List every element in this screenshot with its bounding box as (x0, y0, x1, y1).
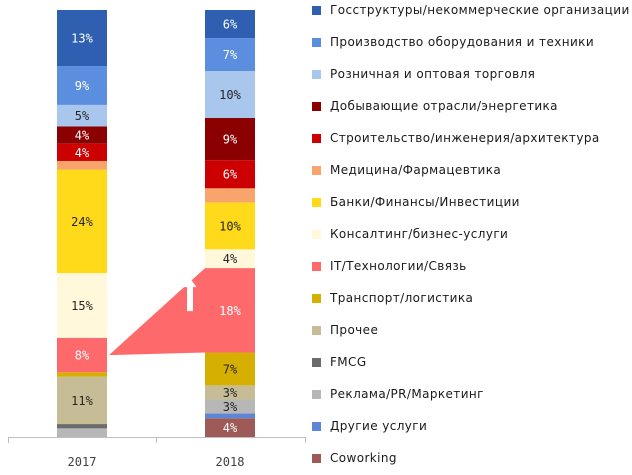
bar-segment-2017-7 (57, 337, 107, 373)
data-label: 6% (223, 18, 238, 32)
legend-item: Банки/Финансы/Инвестиции (312, 192, 520, 212)
legend-item: Прочее (312, 320, 378, 340)
legend-swatch (312, 69, 321, 79)
data-label: 11% (71, 394, 93, 408)
data-label: 9% (223, 133, 238, 147)
legend-item: Медицина/Фармацевтика (312, 160, 501, 180)
legend-item: Производство оборудования и техники (312, 32, 594, 52)
legend-swatch (312, 37, 321, 47)
bar-segment-2018-15 (205, 10, 255, 39)
legend-swatch (312, 453, 321, 463)
data-label: 10% (219, 219, 241, 233)
legend-label: Другие услуги (330, 419, 428, 433)
data-label: 4% (75, 129, 90, 143)
bar-segment-2017-3 (57, 428, 107, 437)
legend-label: Банки/Финансы/Инвестиции (330, 195, 520, 209)
up-arrow-icon (183, 278, 197, 312)
bar-segment-2017-6 (57, 372, 107, 377)
legend-label: Консалтинг/бизнес-услуги (330, 227, 509, 241)
legend-swatch (312, 389, 321, 399)
data-label: 7% (223, 362, 238, 376)
bar-segment-2018-6 (205, 352, 255, 386)
bar-segment-2018-10 (205, 188, 255, 203)
bar-segment-2017-9 (57, 169, 107, 274)
bar-segment-2018-13 (205, 71, 255, 118)
legend-label: Прочее (330, 323, 379, 337)
legend-swatch (312, 357, 321, 367)
data-label: 3% (223, 386, 238, 400)
legend-swatch (312, 229, 321, 239)
bar-segment-2018-9 (205, 202, 255, 250)
legend-swatch (312, 261, 321, 271)
bar-segment-2017-8 (57, 273, 107, 338)
legend-label: Добывающие отрасли/энергетика (330, 99, 558, 113)
bar-segment-2017-5 (57, 376, 107, 425)
legend-label: Госструктуры/некоммерческие организации (330, 3, 630, 17)
legend-label: Транспорт/логистика (330, 291, 474, 305)
bar-segment-2018-7 (205, 268, 255, 353)
data-label: 3% (223, 400, 238, 414)
legend-item: Coworking (312, 448, 397, 468)
data-label: 18% (219, 304, 241, 318)
legend-swatch (312, 133, 321, 143)
legend-item: FMCG (312, 352, 367, 372)
legend-item: Розничная и оптовая торговля (312, 64, 535, 84)
data-label: 7% (223, 48, 238, 62)
legend-item: Госструктуры/некоммерческие организации (312, 0, 630, 20)
legend-item: Транспорт/логистика (312, 288, 473, 308)
bar-segment-2017-13 (57, 104, 107, 127)
legend-swatch (312, 421, 321, 431)
data-label: 6% (223, 168, 238, 182)
data-label: 24% (71, 215, 93, 229)
bar-segment-2018-8 (205, 249, 255, 269)
bar-segment-2018-11 (205, 160, 255, 189)
data-label: 9% (75, 79, 90, 93)
legend-swatch (312, 197, 321, 207)
bar-segment-2018-5 (205, 385, 255, 400)
data-label: 13% (71, 32, 93, 46)
legend-item: Строительство/инженерия/архитектура (312, 128, 600, 148)
bar-segment-2017-14 (57, 66, 107, 105)
legend-item: Другие услуги (312, 416, 427, 436)
data-label: 4% (223, 421, 238, 435)
legend-label: Розничная и оптовая торговля (330, 67, 536, 81)
legend-label: Производство оборудования и техники (330, 35, 595, 49)
bar-segment-2017-12 (57, 126, 107, 144)
bar-segment-2018-1 (205, 418, 255, 437)
legend-swatch (312, 165, 321, 175)
x-tick-label: 2018 (216, 455, 245, 469)
x-tick-label: 2017 (68, 455, 97, 469)
legend-label: Реклама/PR/Маркетинг (330, 387, 484, 401)
data-label: 8% (75, 349, 90, 363)
bar-segment-2018-12 (205, 117, 255, 161)
bar-segment-2017-4 (57, 424, 107, 429)
bar-segment-2017-11 (57, 143, 107, 161)
bar-segment-2018-3 (205, 399, 255, 414)
legend-swatch (312, 101, 321, 111)
data-label: 5% (75, 109, 90, 123)
legend-label: Строительство/инженерия/архитектура (330, 131, 600, 145)
data-label: 10% (219, 88, 241, 102)
bar-segment-2017-10 (57, 160, 107, 170)
bar-segment-2018-14 (205, 38, 255, 71)
legend-swatch (312, 293, 321, 303)
bar-segment-2017-15 (57, 10, 107, 67)
legend-swatch (312, 325, 321, 335)
chart-legend: Госструктуры/некоммерческие организации П… (312, 0, 632, 475)
legend-swatch (312, 5, 321, 15)
highlight-wedge (109, 268, 205, 356)
legend-label: FMCG (330, 355, 367, 369)
data-label: 4% (223, 252, 238, 266)
bar-segment-2018-2 (205, 413, 255, 419)
legend-label: Coworking (330, 451, 397, 465)
data-label: 4% (75, 146, 90, 160)
legend-item: Добывающие отрасли/энергетика (312, 96, 558, 116)
legend-label: IT/Технологии/Связь (330, 259, 467, 273)
legend-item: Консалтинг/бизнес-услуги (312, 224, 508, 244)
legend-item: IT/Технологии/Связь (312, 256, 467, 276)
data-label: 15% (71, 299, 93, 313)
legend-label: Медицина/Фармацевтика (330, 163, 502, 177)
legend-item: Реклама/PR/Маркетинг (312, 384, 484, 404)
